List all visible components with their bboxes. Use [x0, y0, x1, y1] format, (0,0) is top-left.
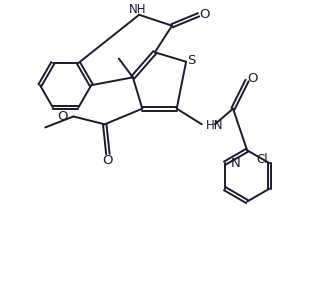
Text: Cl: Cl [256, 153, 268, 166]
Text: HN: HN [205, 119, 223, 132]
Text: O: O [103, 155, 113, 168]
Text: O: O [248, 72, 258, 85]
Text: N: N [231, 156, 241, 170]
Text: O: O [199, 8, 210, 21]
Text: O: O [57, 110, 68, 123]
Text: NH: NH [129, 3, 146, 16]
Text: S: S [188, 54, 196, 67]
